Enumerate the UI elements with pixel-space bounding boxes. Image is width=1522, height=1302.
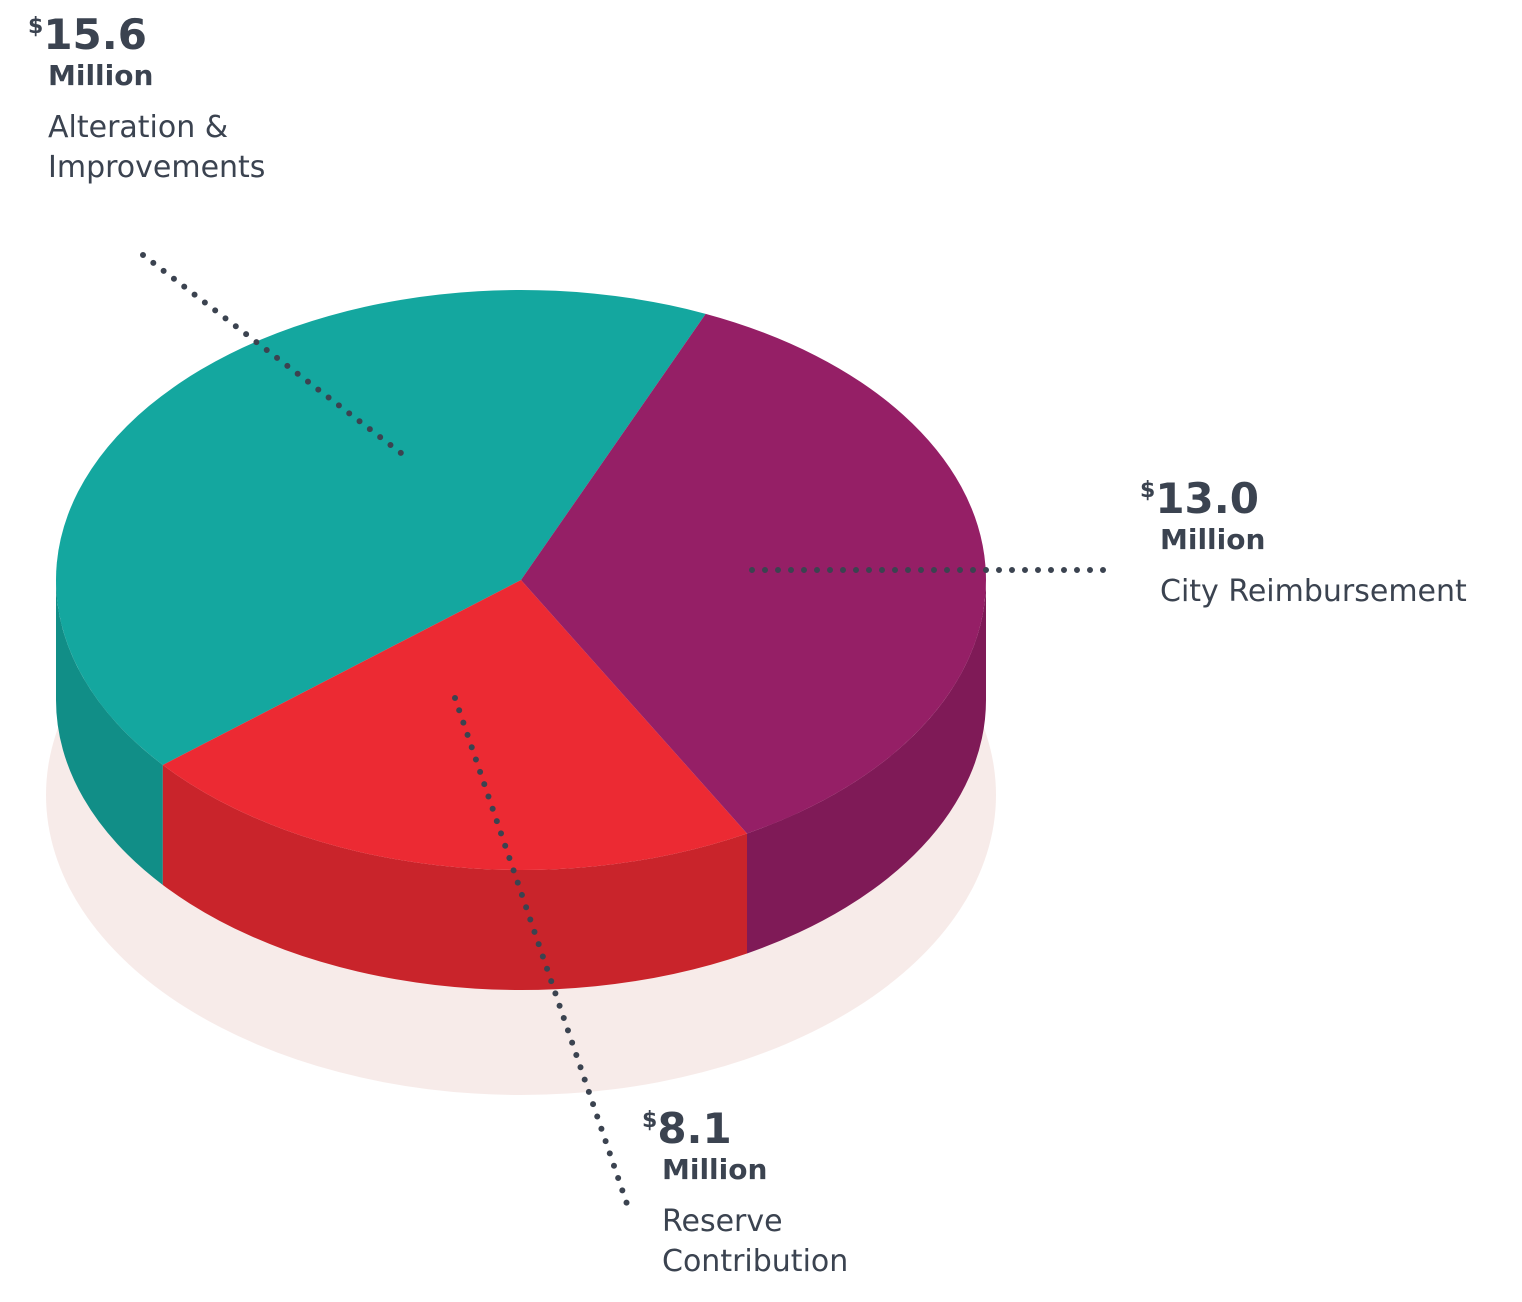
slice-label: $8.1 Million Reserve Contribution [642,1098,942,1282]
value-row: $8.1 [642,1098,942,1152]
value-row: $13.0 [1140,468,1520,522]
slice [56,290,706,765]
slice-label: $15.6 Million Alteration & Improvements [28,4,328,188]
unit-label: Million [662,1153,768,1186]
currency: $ [28,14,44,39]
slice-side [162,764,748,991]
currency: $ [1140,478,1156,503]
leader-line [452,695,631,1210]
slice [521,313,986,834]
slice-label: $13.0 Million City Reimbursement [1140,468,1520,612]
value-label: 15.6 [43,10,147,59]
category-label: Alteration & Improvements [48,110,266,185]
value-label: 8.1 [657,1104,732,1153]
unit-label: Million [1160,523,1266,556]
slice-side [747,580,986,954]
value-label: 13.0 [1155,474,1259,523]
slice-side [56,580,163,885]
slice [162,580,748,871]
leader-line [140,252,413,463]
category-label: City Reimbursement [1160,574,1467,609]
value-row: $15.6 [28,4,328,58]
unit-label: Million [48,59,154,92]
category-label: Reserve Contribution [662,1204,849,1279]
currency: $ [642,1108,658,1133]
